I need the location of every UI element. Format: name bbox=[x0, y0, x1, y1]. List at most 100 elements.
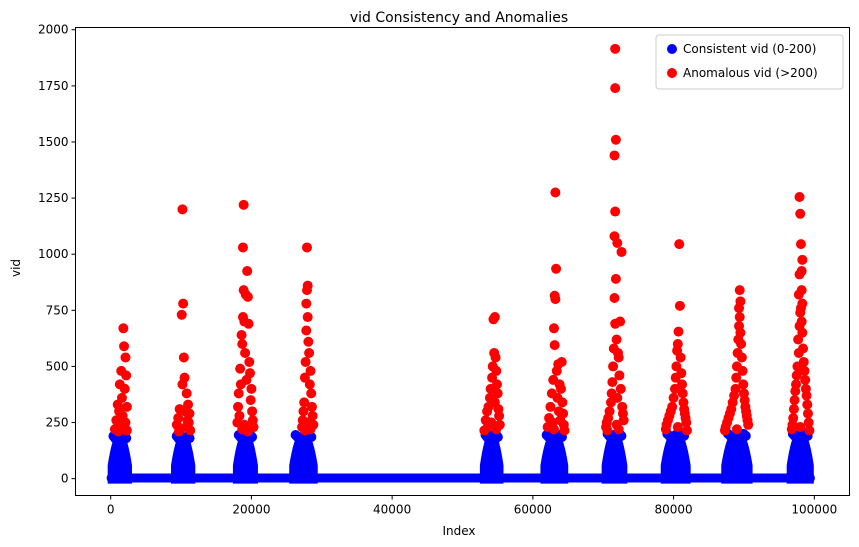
anomalous-point bbox=[488, 314, 499, 325]
anomalous-point bbox=[237, 338, 248, 349]
anomalous-point bbox=[675, 352, 686, 363]
anomalous-point bbox=[119, 383, 130, 394]
y-axis-label: vid bbox=[9, 259, 23, 277]
anomalous-point bbox=[244, 356, 255, 367]
anomalous-point bbox=[610, 83, 621, 94]
anomalous-point bbox=[242, 266, 253, 277]
anomalous-point bbox=[298, 406, 309, 417]
anomalous-point bbox=[797, 254, 808, 265]
legend-label-consistent: Consistent vid (0-200) bbox=[683, 42, 816, 56]
y-tick-label: 2000 bbox=[38, 23, 69, 37]
anomalous-point bbox=[301, 285, 312, 296]
anomalous-point bbox=[738, 379, 749, 390]
anomalous-point bbox=[236, 330, 247, 341]
anomalous-point bbox=[743, 419, 754, 430]
anomalous-point bbox=[176, 309, 187, 320]
anomalous-point bbox=[801, 390, 812, 401]
anomalous-point bbox=[181, 388, 192, 399]
x-tick-label: 100000 bbox=[791, 503, 837, 517]
anomalous-point bbox=[551, 365, 562, 376]
anomalous-point bbox=[670, 372, 681, 383]
anomalous-point bbox=[609, 292, 620, 303]
anomalous-point bbox=[790, 386, 801, 397]
anomalous-point bbox=[246, 383, 257, 394]
consistent-cluster bbox=[107, 437, 132, 484]
anomalous-point bbox=[304, 379, 315, 390]
anomalous-point bbox=[233, 388, 244, 399]
anomalous-point bbox=[120, 352, 131, 363]
y-tick-label: 750 bbox=[46, 303, 69, 317]
chart-title: vid Consistency and Anomalies bbox=[350, 10, 568, 26]
anomalous-point bbox=[301, 242, 312, 253]
anomalous-point bbox=[243, 318, 254, 329]
anomalous-point bbox=[616, 246, 627, 257]
anomalous-point bbox=[610, 43, 621, 54]
consistent-point bbox=[184, 433, 195, 444]
consistent-point bbox=[492, 432, 503, 443]
x-axis: 0 20000 40000 60000 80000 100000 bbox=[107, 495, 837, 517]
anomalous-point bbox=[185, 425, 196, 436]
anomalous-point bbox=[235, 363, 246, 374]
anomalous-point bbox=[242, 291, 253, 302]
anomalous-point bbox=[608, 361, 619, 372]
anomalous-point bbox=[614, 370, 625, 381]
anomalous-point bbox=[736, 338, 747, 349]
anomalous-point bbox=[799, 365, 810, 376]
plot-area bbox=[106, 43, 815, 484]
anomalous-point bbox=[786, 424, 797, 435]
anomalous-point bbox=[793, 289, 804, 300]
anomalous-point bbox=[301, 325, 312, 336]
anomalous-point bbox=[610, 318, 621, 329]
anomalous-point bbox=[556, 383, 567, 394]
consistent-cluster bbox=[479, 435, 504, 484]
anomalous-point bbox=[119, 341, 130, 352]
anomalous-point bbox=[793, 334, 804, 345]
anomalous-point bbox=[548, 424, 559, 435]
anomalous-point bbox=[306, 388, 317, 399]
anomalous-point bbox=[795, 208, 806, 219]
x-axis-label: Index bbox=[442, 524, 475, 538]
anomalous-point bbox=[490, 352, 501, 363]
y-tick-label: 0 bbox=[61, 472, 69, 486]
anomalous-point bbox=[121, 401, 132, 412]
anomalous-point bbox=[238, 199, 249, 210]
anomalous-point bbox=[482, 406, 493, 417]
anomalous-point bbox=[178, 298, 189, 309]
anomalous-point bbox=[612, 237, 623, 248]
anomalous-point bbox=[306, 401, 317, 412]
anomalous-point bbox=[674, 239, 685, 250]
anomalous-point bbox=[548, 323, 559, 334]
anomalous-point bbox=[611, 334, 622, 345]
anomalous-point bbox=[615, 383, 626, 394]
consistent-cluster bbox=[660, 434, 691, 484]
anomalous-point bbox=[660, 424, 671, 435]
anomalous-point bbox=[177, 379, 188, 390]
x-tick-label: 40000 bbox=[373, 503, 411, 517]
consistent-point bbox=[306, 432, 317, 443]
anomalous-point bbox=[605, 397, 616, 408]
anomalous-point bbox=[602, 425, 613, 436]
legend-label-anomalous: Anomalous vid (>200) bbox=[683, 66, 818, 80]
anomalous-point bbox=[737, 365, 748, 376]
anomalous-point bbox=[674, 300, 685, 311]
anomalous-point bbox=[673, 326, 684, 337]
anomalous-point bbox=[300, 356, 311, 367]
anomalous-point bbox=[237, 242, 248, 253]
consistent-point bbox=[121, 433, 132, 444]
anomalous-point bbox=[610, 134, 621, 145]
x-tick-label: 60000 bbox=[514, 503, 552, 517]
x-tick-label: 0 bbox=[107, 503, 115, 517]
anomalous-point bbox=[113, 426, 124, 437]
anomalous-point bbox=[247, 406, 258, 417]
anomalous-point bbox=[178, 352, 189, 363]
anomalous-point bbox=[800, 374, 811, 385]
anomalous-point bbox=[303, 336, 314, 347]
anomalous-point bbox=[479, 425, 490, 436]
anomalous-point bbox=[607, 377, 618, 388]
anomalous-point bbox=[299, 425, 310, 436]
consistent-cluster bbox=[540, 435, 569, 484]
legend-box bbox=[655, 34, 844, 90]
anomalous-point bbox=[793, 347, 804, 358]
anomalous-point bbox=[557, 397, 568, 408]
